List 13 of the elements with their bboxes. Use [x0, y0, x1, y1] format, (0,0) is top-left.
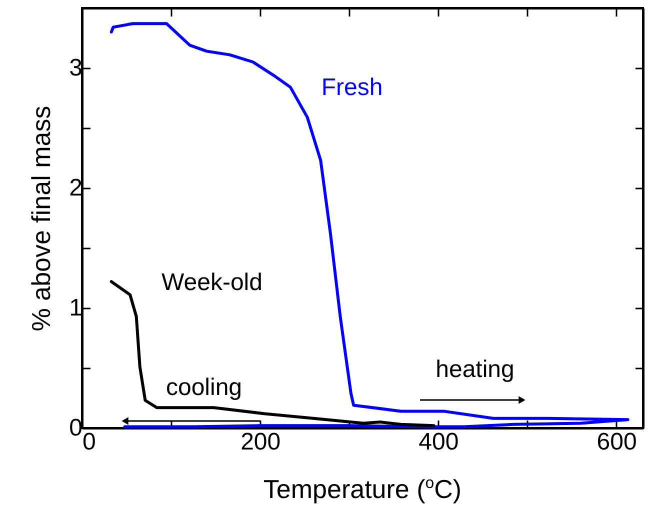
y-axis-title: % above final mass — [26, 106, 56, 332]
x-tick-label: 200 — [240, 428, 281, 456]
series-label: Fresh — [321, 74, 383, 101]
y-tick-label: 2 — [69, 174, 82, 202]
x-tick-label: 400 — [418, 428, 459, 456]
line-series — [110, 22, 630, 428]
annotation: heating — [436, 356, 514, 383]
x-axis-title: Temperature ($^{o}$C) — [262, 474, 463, 504]
y-tick-label: 1 — [69, 294, 82, 322]
x-tick-label: 600 — [596, 428, 637, 456]
series-label: Week-old — [162, 269, 262, 296]
y-tick-label: 3 — [69, 54, 82, 82]
annotation: cooling — [166, 374, 242, 401]
